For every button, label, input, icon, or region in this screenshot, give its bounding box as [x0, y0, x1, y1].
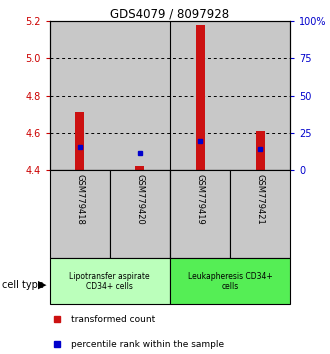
Title: GDS4079 / 8097928: GDS4079 / 8097928: [111, 7, 229, 20]
Bar: [110, 21, 170, 170]
Bar: [50, 170, 110, 258]
Text: transformed count: transformed count: [71, 315, 155, 324]
Bar: [170, 258, 290, 304]
Bar: [50, 21, 110, 170]
Bar: [230, 21, 290, 170]
Bar: [50, 258, 170, 304]
Text: Leukapheresis CD34+
cells: Leukapheresis CD34+ cells: [188, 272, 273, 291]
Bar: [170, 170, 230, 258]
Bar: [75, 112, 84, 170]
Bar: [135, 166, 144, 170]
Text: cell type: cell type: [2, 280, 44, 290]
Text: percentile rank within the sample: percentile rank within the sample: [71, 339, 224, 349]
Bar: [230, 170, 290, 258]
Bar: [170, 21, 230, 170]
Bar: [196, 25, 205, 170]
Text: GSM779419: GSM779419: [196, 174, 205, 225]
Text: Lipotransfer aspirate
CD34+ cells: Lipotransfer aspirate CD34+ cells: [69, 272, 150, 291]
Text: GSM779420: GSM779420: [135, 174, 144, 225]
Text: GSM779418: GSM779418: [75, 174, 84, 225]
Text: ▶: ▶: [38, 280, 47, 290]
Text: GSM779421: GSM779421: [256, 174, 265, 225]
Bar: [110, 170, 170, 258]
Bar: [256, 131, 265, 170]
